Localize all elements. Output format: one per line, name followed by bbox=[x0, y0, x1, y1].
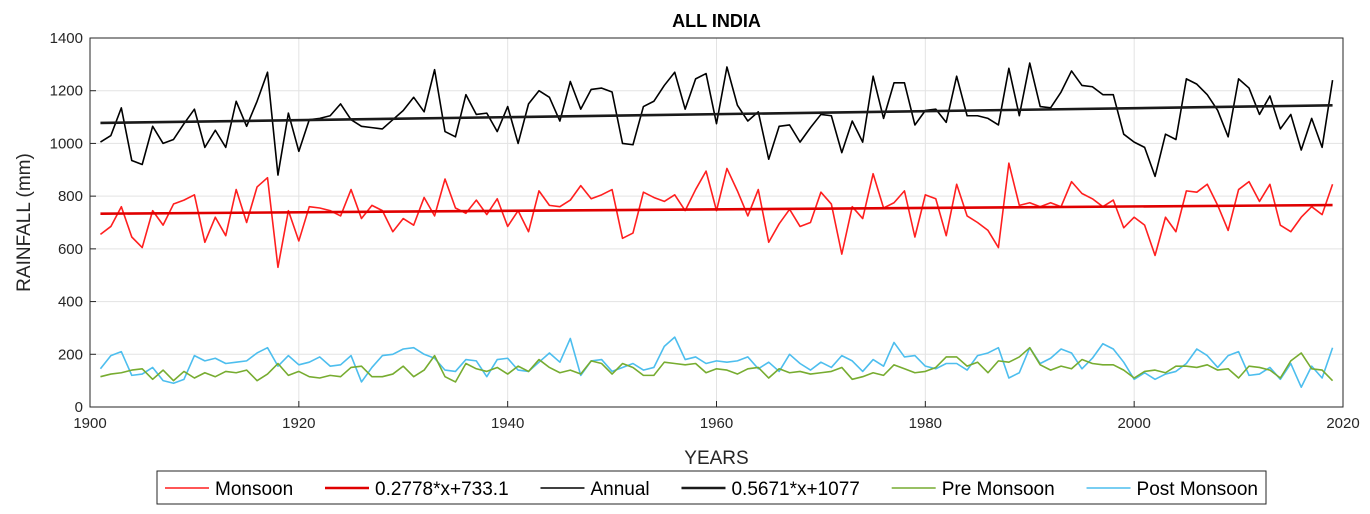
series-group bbox=[99, 62, 1334, 389]
legend-label: Post Monsoon bbox=[1137, 479, 1258, 500]
y-tick-label: 1400 bbox=[50, 30, 83, 47]
x-tick-label: 2000 bbox=[1117, 415, 1150, 432]
plot-area: 1900 1920 1940 1960 1980 2000 2020 0 200 400 600 80… bbox=[50, 30, 1360, 432]
y-tick-label: 400 bbox=[58, 294, 83, 311]
y-tick-label: 800 bbox=[58, 188, 83, 205]
legend-label: Annual bbox=[590, 479, 649, 500]
x-tick-label: 1940 bbox=[491, 415, 524, 432]
series-line-pre-monsoon bbox=[100, 346, 1334, 383]
legend-item: Annual bbox=[540, 479, 650, 500]
legend-label: 0.2778*x+733.1 bbox=[375, 479, 509, 500]
legend-label: 0.5671*x+1077 bbox=[731, 479, 859, 500]
trend-line-0-5671-x-1077 bbox=[100, 104, 1333, 125]
series-line-post-monsoon bbox=[99, 336, 1334, 389]
ticks: 1900 1920 1940 1960 1980 2000 2020 0 200 400 600 80… bbox=[50, 30, 1360, 432]
y-axis-label: RAINFALL (mm) bbox=[14, 153, 35, 292]
legend-item: Monsoon bbox=[165, 479, 293, 500]
legend-item: Post Monsoon bbox=[1086, 479, 1258, 500]
legend-item: 0.5671*x+1077 bbox=[681, 479, 860, 500]
legend-label: Pre Monsoon bbox=[942, 479, 1055, 500]
y-tick-label: 600 bbox=[58, 241, 83, 258]
x-tick-label: 1900 bbox=[73, 415, 106, 432]
y-tick-label: 0 bbox=[75, 399, 83, 416]
legend: Monsoon 0.2778*x+733.1 Annual 0.5671*x+1077… bbox=[156, 470, 1267, 505]
legend-item: Pre Monsoon bbox=[891, 479, 1055, 500]
trend-line-0-2778-x-733-1 bbox=[100, 203, 1333, 216]
y-tick-label: 1200 bbox=[50, 83, 83, 100]
chart-title: ALL INDIA bbox=[672, 11, 761, 31]
x-tick-label: 1960 bbox=[700, 415, 733, 432]
x-tick-label: 1980 bbox=[909, 415, 942, 432]
legend-item: 0.2778*x+733.1 bbox=[325, 479, 509, 500]
x-axis-label: YEARS bbox=[684, 448, 748, 469]
x-tick-label: 1920 bbox=[282, 415, 315, 432]
y-tick-label: 1000 bbox=[50, 135, 83, 152]
series-line-annual bbox=[100, 62, 1334, 178]
legend-label: Monsoon bbox=[215, 479, 293, 500]
x-tick-label: 2020 bbox=[1326, 415, 1359, 432]
grid bbox=[90, 38, 1343, 407]
y-tick-label: 200 bbox=[58, 346, 83, 363]
